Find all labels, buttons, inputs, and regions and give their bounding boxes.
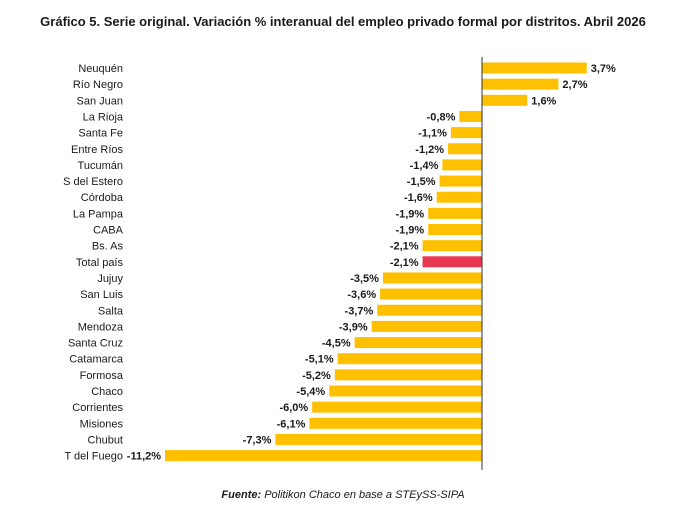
data-label: 3,7% xyxy=(591,63,616,75)
category-label: CABA xyxy=(93,225,124,237)
category-label: Salta xyxy=(98,305,124,317)
data-label: -1,9% xyxy=(395,208,424,220)
data-label: -0,8% xyxy=(427,111,456,123)
data-label: -5,1% xyxy=(305,354,334,366)
category-label: Mendoza xyxy=(78,321,124,333)
category-label: Río Negro xyxy=(73,79,123,91)
category-label: Córdoba xyxy=(81,192,124,204)
chart-source: Fuente: Politikon Chaco en base a STEySS… xyxy=(0,489,686,501)
data-label: -1,4% xyxy=(410,160,439,172)
bar xyxy=(334,369,482,381)
category-label: Entre Ríos xyxy=(71,144,123,156)
category-label: Misiones xyxy=(80,418,124,430)
category-label: T del Fuego xyxy=(64,451,123,463)
category-label: Chubut xyxy=(88,434,123,446)
bar xyxy=(371,320,482,332)
bar xyxy=(354,337,482,349)
bar xyxy=(459,110,482,122)
bar xyxy=(382,272,482,284)
data-label: -1,6% xyxy=(404,192,433,204)
bar xyxy=(309,417,482,429)
category-label: Bs. As xyxy=(92,241,124,253)
data-label: -7,3% xyxy=(243,434,272,446)
bar xyxy=(439,175,482,187)
source-label: Fuente: xyxy=(221,489,262,501)
data-label: -1,9% xyxy=(395,225,424,237)
bar xyxy=(422,256,482,268)
bar xyxy=(329,385,482,397)
data-label: -1,1% xyxy=(418,128,447,140)
bar xyxy=(482,94,528,106)
bar xyxy=(436,191,482,203)
source-text: Politikon Chaco en base a STEySS-SIPA xyxy=(261,489,465,501)
data-label: -2,1% xyxy=(390,257,419,269)
data-label: 1,6% xyxy=(531,95,556,107)
bar xyxy=(428,207,482,219)
bar xyxy=(165,450,483,462)
bar xyxy=(337,353,482,365)
bar xyxy=(450,127,482,139)
bar xyxy=(377,304,482,316)
bar xyxy=(482,78,559,90)
category-label: La Pampa xyxy=(73,208,124,220)
data-label: -4,5% xyxy=(322,338,351,350)
bar xyxy=(422,240,482,252)
data-label: -1,2% xyxy=(415,144,444,156)
bar xyxy=(442,159,482,171)
category-label: Catamarca xyxy=(69,354,124,366)
bar xyxy=(482,62,587,74)
data-label: -5,2% xyxy=(302,370,331,382)
category-label: Total país xyxy=(76,257,124,269)
data-label: -2,1% xyxy=(390,241,419,253)
category-label: Tucumán xyxy=(78,160,123,172)
data-label: 2,7% xyxy=(562,79,587,91)
bar xyxy=(380,288,482,300)
bar xyxy=(428,224,482,235)
bar xyxy=(448,143,482,155)
chart-title: Gráfico 5. Serie original. Variación % i… xyxy=(40,14,646,29)
data-label: -3,9% xyxy=(339,321,368,333)
category-label: S del Estero xyxy=(63,176,123,188)
category-label: Formosa xyxy=(80,370,124,382)
data-label: -5,4% xyxy=(296,386,325,398)
category-label: Corrientes xyxy=(72,402,123,414)
category-label: Santa Fe xyxy=(78,128,123,140)
data-label: -3,6% xyxy=(347,289,376,301)
category-label: La Rioja xyxy=(83,111,124,123)
category-label: Neuquén xyxy=(78,63,123,75)
data-label: -6,0% xyxy=(279,402,308,414)
category-label: San Luis xyxy=(80,289,123,301)
category-label: Chaco xyxy=(91,386,123,398)
data-label: -1,5% xyxy=(407,176,436,188)
data-label: -11,2% xyxy=(127,451,161,463)
data-label: -3,7% xyxy=(345,305,374,317)
category-label: Jujuy xyxy=(97,273,123,285)
bar xyxy=(312,401,482,413)
category-label: San Juan xyxy=(77,95,123,107)
category-label: Santa Cruz xyxy=(68,338,123,350)
data-label: -3,5% xyxy=(350,273,379,285)
bar xyxy=(275,433,482,445)
data-label: -6,1% xyxy=(277,418,306,430)
